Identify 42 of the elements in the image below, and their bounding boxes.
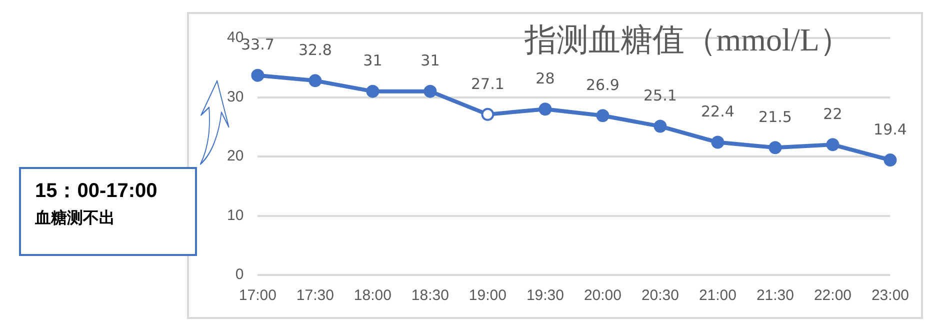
x-tick-label: 18:30 [411, 287, 449, 304]
y-tick-label: 0 [235, 266, 244, 284]
data-label: 22.4 [701, 102, 734, 121]
x-tick-label: 17:00 [238, 287, 276, 304]
data-label: 27.1 [471, 74, 504, 93]
x-tick-label: 18:00 [354, 287, 392, 304]
y-tick-label: 30 [226, 88, 244, 106]
x-tick-label: 21:00 [698, 287, 736, 304]
point [884, 154, 897, 167]
point [768, 141, 782, 154]
data-label: 21.5 [758, 108, 792, 126]
data-label: 19.4 [874, 120, 907, 138]
data-label: 26.9 [586, 76, 620, 94]
point [826, 138, 840, 152]
x-tick-label: 23:00 [871, 287, 910, 304]
x-tick-label: 22:00 [814, 287, 852, 304]
point [538, 102, 552, 116]
data-label: 22 [823, 105, 842, 124]
point [366, 84, 380, 98]
x-tick-label: 17:30 [296, 287, 334, 304]
y-tick-label: 20 [226, 148, 244, 165]
point [481, 108, 494, 121]
point [308, 74, 322, 88]
point [424, 84, 437, 98]
x-tick-label: 21:30 [756, 287, 794, 304]
data-label: 31 [363, 52, 382, 70]
y-tick-label: 40 [226, 29, 244, 46]
x-tick-label: 19:30 [526, 287, 564, 304]
data-label: 28 [536, 69, 555, 88]
chart-title: 指测血糖值（mmol/L） [523, 21, 852, 58]
data-label: 32.8 [298, 41, 332, 60]
y-tick-label: 10 [226, 206, 244, 224]
point [251, 68, 264, 82]
data-label: 31 [420, 52, 440, 70]
x-tick-label: 20:00 [584, 287, 622, 304]
data-label: 25.1 [644, 86, 677, 105]
x-tick-label: 19:00 [468, 287, 506, 304]
point [654, 120, 667, 133]
x-tick-label: 20:30 [641, 287, 679, 304]
point [596, 109, 610, 122]
text: 15：00-17:00 血糖测不出 [35, 179, 158, 229]
point [711, 136, 724, 149]
